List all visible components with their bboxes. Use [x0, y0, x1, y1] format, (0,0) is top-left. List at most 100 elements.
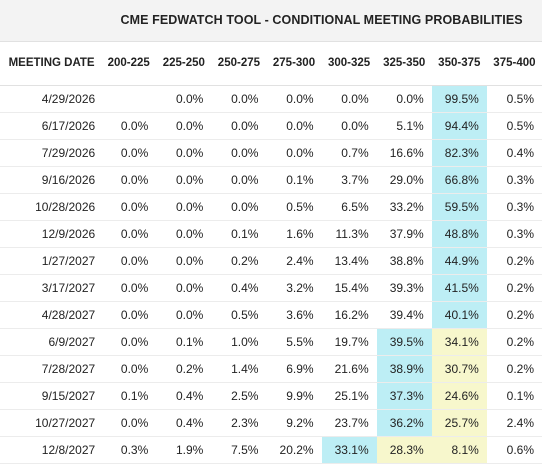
probability-cell: 0.2% — [486, 328, 542, 356]
probability-cell: 0.0% — [101, 355, 157, 383]
meeting-date-cell: 1/27/2027 — [0, 247, 102, 275]
probability-cell: 0.0% — [156, 220, 212, 248]
table-title: CME FEDWATCH TOOL - CONDITIONAL MEETING … — [101, 0, 542, 42]
probability-cell: 0.0% — [156, 193, 212, 221]
meeting-date-cell: 10/27/2027 — [0, 409, 102, 437]
probability-cell: 3.6% — [266, 301, 322, 329]
probability-cell: 0.5% — [266, 193, 322, 221]
probability-cell: 0.0% — [211, 112, 267, 140]
meeting-date-cell: 9/15/2027 — [0, 382, 102, 410]
probability-cell: 0.6% — [486, 436, 542, 464]
rate-bin-header: 350-375 — [431, 41, 487, 86]
table-row: 3/17/2027 0.0% 0.0% 0.4% 3.2% 15.4% 39.3% 41.5%… — [0, 274, 542, 302]
probability-cell: 0.3% — [486, 193, 542, 221]
meeting-date-cell: 6/9/2027 — [0, 328, 102, 356]
table-row: 6/17/2026 0.0% 0.0% 0.0% 0.0% 0.0% 5.1% 94.4% 0.… — [0, 112, 542, 140]
probability-cell: 0.0% — [101, 112, 157, 140]
probability-cell: 38.9% — [376, 355, 432, 383]
meeting-date-cell: 9/16/2026 — [0, 166, 102, 194]
probability-cell: 0.7% — [321, 139, 377, 167]
probability-cell: 30.7% — [431, 355, 487, 383]
table-row: 1/27/2027 0.0% 0.0% 0.2% 2.4% 13.4% 38.8% 44.9%… — [0, 247, 542, 275]
probability-cell: 59.5% — [431, 193, 487, 221]
probability-cell: 0.1% — [211, 220, 267, 248]
probability-cell: 48.8% — [431, 220, 487, 248]
probability-cell: 2.5% — [211, 382, 267, 410]
probability-cell: 0.2% — [486, 355, 542, 383]
probability-cell: 11.3% — [321, 220, 377, 248]
table-row: 4/28/2027 0.0% 0.0% 0.5% 3.6% 16.2% 39.4% 40.1%… — [0, 301, 542, 329]
probability-cell: 0.0% — [101, 247, 157, 275]
probability-cell: 0.0% — [101, 328, 157, 356]
probability-cell: 0.0% — [101, 139, 157, 167]
probability-cell: 9.9% — [266, 382, 322, 410]
probability-cell — [101, 85, 157, 113]
meeting-date-cell: 10/28/2026 — [0, 193, 102, 221]
probability-cell: 41.5% — [431, 274, 487, 302]
probability-cell: 0.0% — [156, 85, 212, 113]
probability-cell: 0.0% — [101, 166, 157, 194]
probability-cell: 34.1% — [431, 328, 487, 356]
probability-cell: 0.2% — [156, 355, 212, 383]
table-body: 4/29/2026 0.0% 0.0% 0.0% 0.0% 0.0% 99.5% 0.5% 6/… — [0, 85, 542, 464]
probability-cell: 0.0% — [101, 220, 157, 248]
rate-bin-header: 250-275 — [211, 41, 267, 86]
probability-cell: 39.4% — [376, 301, 432, 329]
probability-cell: 2.4% — [486, 409, 542, 437]
probability-cell: 25.7% — [431, 409, 487, 437]
probability-cell: 33.2% — [376, 193, 432, 221]
meeting-date-header: MEETING DATE — [0, 41, 102, 86]
probability-cell: 0.5% — [486, 85, 542, 113]
probability-cell: 29.0% — [376, 166, 432, 194]
probability-cell: 0.4% — [156, 382, 212, 410]
probability-cell: 1.0% — [211, 328, 267, 356]
probability-cell: 2.4% — [266, 247, 322, 275]
probability-cell: 82.3% — [431, 139, 487, 167]
probability-cell: 0.4% — [486, 139, 542, 167]
table-row: 4/29/2026 0.0% 0.0% 0.0% 0.0% 0.0% 99.5% 0.5% — [0, 85, 542, 113]
probability-cell: 0.0% — [101, 274, 157, 302]
probability-cell: 1.4% — [211, 355, 267, 383]
probability-cell: 99.5% — [431, 85, 487, 113]
probability-cell: 6.5% — [321, 193, 377, 221]
probability-cell: 0.2% — [211, 247, 267, 275]
probability-cell: 5.1% — [376, 112, 432, 140]
probability-cell: 0.0% — [156, 247, 212, 275]
meeting-date-cell: 7/28/2027 — [0, 355, 102, 383]
probability-cell: 37.9% — [376, 220, 432, 248]
probability-cell: 0.0% — [156, 166, 212, 194]
probability-cell: 0.0% — [211, 166, 267, 194]
rate-bin-header: 200-225 — [101, 41, 157, 86]
probability-cell: 13.4% — [321, 247, 377, 275]
meeting-date-cell: 4/29/2026 — [0, 85, 102, 113]
probability-cell: 0.1% — [486, 382, 542, 410]
probability-cell: 0.0% — [376, 85, 432, 113]
probability-cell: 39.3% — [376, 274, 432, 302]
rate-bin-header: 325-350 — [376, 41, 432, 86]
probability-cell: 0.1% — [101, 382, 157, 410]
probability-cell: 0.3% — [486, 166, 542, 194]
probability-cell: 40.1% — [431, 301, 487, 329]
probability-cell: 0.0% — [266, 85, 322, 113]
probability-cell: 0.0% — [156, 301, 212, 329]
table-row: 6/9/2027 0.0% 0.1% 1.0% 5.5% 19.7% 39.5% 34.1% 0… — [0, 328, 542, 356]
meeting-date-cell: 3/17/2027 — [0, 274, 102, 302]
table-row: 10/27/2027 0.0% 0.4% 2.3% 9.2% 23.7% 36.2% 25.7… — [0, 409, 542, 437]
probability-cell: 15.4% — [321, 274, 377, 302]
probability-cell: 0.0% — [101, 193, 157, 221]
probability-cell: 66.8% — [431, 166, 487, 194]
probability-cell: 0.4% — [211, 274, 267, 302]
probability-cell: 0.0% — [211, 85, 267, 113]
title-row: CME FEDWATCH TOOL - CONDITIONAL MEETING … — [0, 0, 542, 42]
probability-cell: 94.4% — [431, 112, 487, 140]
probability-cell: 0.2% — [486, 274, 542, 302]
probability-cell: 33.1% — [321, 436, 377, 464]
probability-cell: 44.9% — [431, 247, 487, 275]
probability-cell: 20.2% — [266, 436, 322, 464]
rate-bin-header: 275-300 — [266, 41, 322, 86]
probability-cell: 1.9% — [156, 436, 212, 464]
probability-cell: 0.2% — [486, 247, 542, 275]
probability-cell: 0.4% — [156, 409, 212, 437]
meeting-date-cell: 12/9/2026 — [0, 220, 102, 248]
